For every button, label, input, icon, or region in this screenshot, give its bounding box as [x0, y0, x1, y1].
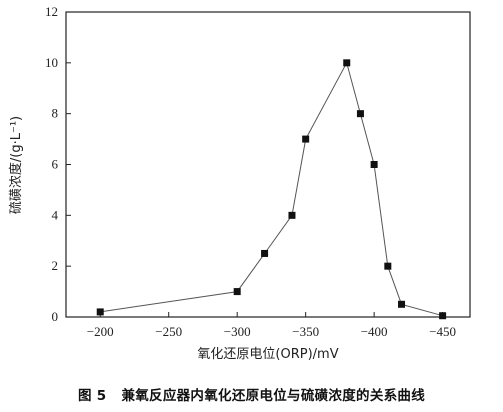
x-tick-label: −400 [361, 324, 388, 339]
data-point [398, 300, 406, 308]
data-point [370, 161, 378, 168]
data-point [439, 312, 447, 320]
figure-title: 兼氧反应器内氧化还原电位与硫磺浓度的关系曲线 [121, 388, 426, 404]
x-axis-title: 氧化还原电位(ORP)/mV [197, 347, 338, 362]
y-axis-title: 硫磺浓度/(g·L⁻¹) [8, 116, 24, 214]
data-point [302, 135, 310, 143]
y-tick-label: 2 [52, 258, 59, 273]
plot-frame [65, 11, 471, 318]
x-tick-label: −200 [87, 324, 114, 339]
data-point [96, 308, 104, 316]
y-tick-label: 4 [52, 207, 59, 222]
x-axis: −200 −250 −300 −350 −400 −450 [87, 312, 456, 339]
data-point [343, 59, 351, 67]
x-tick-label: −250 [155, 324, 182, 339]
data-point [356, 110, 364, 118]
y-tick-label: 12 [45, 4, 58, 19]
figure-label: 图 5 [77, 388, 107, 404]
y-tick-label: 8 [52, 106, 59, 121]
series-line [100, 61, 443, 317]
orp-sulfur-chart: 0 2 4 6 8 10 12 −200 −250 −300 −350 −400 −450 氧化还原电… [8, 4, 471, 362]
y-tick-label: 6 [52, 157, 59, 172]
data-point [288, 211, 296, 219]
y-axis: 0 2 4 6 8 10 12 [45, 4, 71, 324]
y-tick-label: 0 [52, 309, 59, 324]
data-point [233, 288, 241, 296]
data-point [384, 262, 392, 270]
x-tick-label: −300 [224, 324, 251, 339]
x-tick-label: −350 [292, 324, 319, 339]
y-tick-label: 10 [45, 55, 58, 70]
data-point [261, 249, 269, 257]
data-markers [96, 59, 447, 320]
figure-caption: 图 5 兼氧反应器内氧化还原电位与硫磺浓度的关系曲线 [0, 384, 503, 404]
x-tick-label: −450 [429, 324, 456, 339]
